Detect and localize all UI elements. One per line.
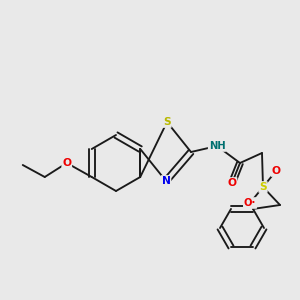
Text: O·: O· xyxy=(244,198,256,208)
Text: S: S xyxy=(163,117,171,127)
Text: O: O xyxy=(227,178,236,188)
Text: NH: NH xyxy=(209,141,225,151)
Text: O: O xyxy=(272,166,280,176)
Text: S: S xyxy=(259,182,267,192)
Text: O: O xyxy=(62,158,71,168)
Text: N: N xyxy=(162,176,170,186)
